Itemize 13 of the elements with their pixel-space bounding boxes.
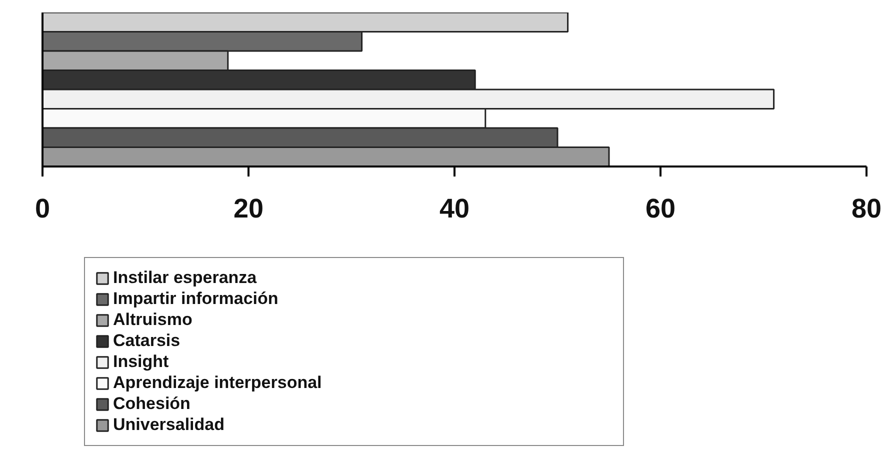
x-tick-label: 20 <box>233 194 264 224</box>
legend-label: Aprendizaje interpersonal <box>113 373 323 393</box>
legend-label: Instilar esperanza <box>113 268 258 288</box>
legend-label: Catarsis <box>113 331 182 351</box>
x-tick-label: 0 <box>34 194 50 224</box>
legend-label: Insight <box>113 352 170 372</box>
legend-label: Altruismo <box>113 310 194 330</box>
x-tick-label: 80 <box>851 194 882 224</box>
x-tick-label: 60 <box>645 194 676 224</box>
x-tick-label: 40 <box>439 194 470 224</box>
legend-label: Cohesión <box>113 394 192 414</box>
legend-label: Universalidad <box>113 415 226 435</box>
legend-label: Impartir información <box>113 289 280 309</box>
